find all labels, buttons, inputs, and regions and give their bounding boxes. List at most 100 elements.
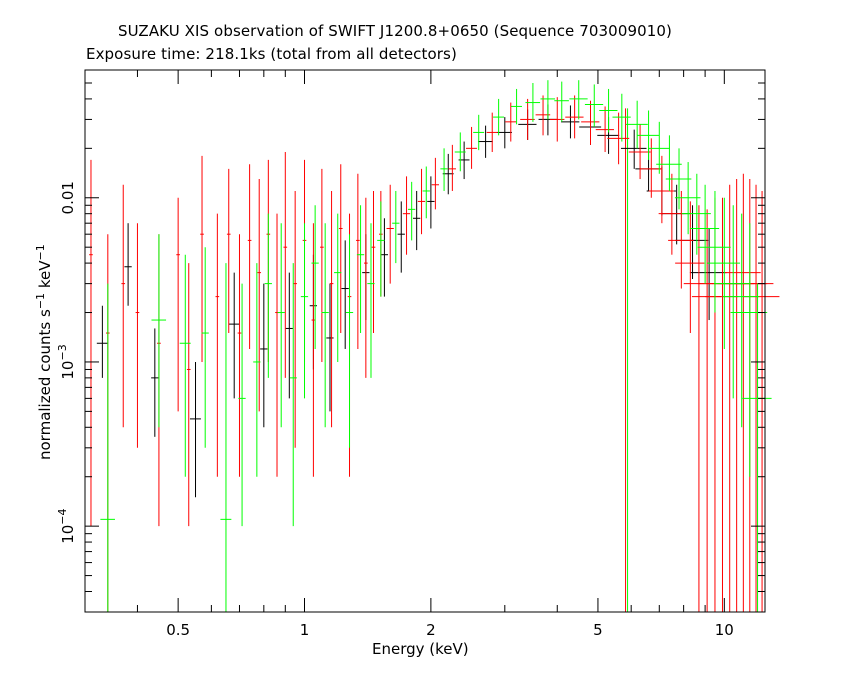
data-point xyxy=(189,361,201,498)
data-point xyxy=(707,197,741,349)
data-point xyxy=(683,205,713,612)
data-point xyxy=(637,110,660,160)
data-point xyxy=(525,83,541,122)
data-point xyxy=(300,223,309,399)
y-axis-label-exp1: −1 xyxy=(34,292,47,310)
data-point xyxy=(253,263,261,477)
data-point xyxy=(681,173,711,255)
y-axis-label-text: normalized counts s xyxy=(36,309,54,460)
data-point xyxy=(176,197,180,412)
data-point xyxy=(326,283,334,412)
data-point xyxy=(742,190,780,612)
data-point xyxy=(321,223,329,428)
data-point xyxy=(367,223,375,378)
data-point xyxy=(648,155,675,224)
data-point xyxy=(201,247,209,448)
data-point xyxy=(505,102,517,142)
data-point xyxy=(540,80,556,120)
data-point xyxy=(334,213,342,362)
data-point xyxy=(595,106,614,152)
data-point xyxy=(712,184,746,612)
data-point xyxy=(412,190,421,251)
data-point xyxy=(612,93,631,142)
data-point xyxy=(338,164,343,334)
chart-title: SUZAKU XIS observation of SWIFT J1200.8+… xyxy=(118,22,672,40)
x-tick-label: 10 xyxy=(715,621,734,639)
data-point xyxy=(397,201,405,273)
y-tick-label: 10−3 xyxy=(56,344,77,379)
x-tick-label: 2 xyxy=(426,621,436,639)
data-point xyxy=(722,213,760,428)
data-point xyxy=(285,272,293,399)
data-point xyxy=(215,213,220,477)
data-point xyxy=(356,205,365,334)
data-point xyxy=(320,168,324,362)
data-point xyxy=(599,88,618,133)
data-point xyxy=(311,205,319,349)
data-point xyxy=(493,98,505,136)
data-point xyxy=(417,168,426,235)
data-point xyxy=(293,190,297,448)
data-point xyxy=(228,272,240,399)
data-point xyxy=(386,184,394,284)
data-point xyxy=(402,176,411,255)
y-axis-label-exp2: −1 xyxy=(34,244,47,261)
data-point xyxy=(511,88,522,125)
data-point xyxy=(661,184,691,245)
data-point xyxy=(561,105,580,139)
series-0 xyxy=(96,104,727,498)
x-tick-label: 0.5 xyxy=(166,621,190,639)
data-point xyxy=(691,209,722,612)
data-point xyxy=(584,84,604,127)
data-point xyxy=(341,240,349,349)
x-axis-label: Energy (keV) xyxy=(372,640,469,658)
data-point xyxy=(656,135,682,191)
y-tick-label: 0.01 xyxy=(59,181,77,214)
data-point xyxy=(289,263,297,527)
x-tick-label: 1 xyxy=(300,621,310,639)
data-point xyxy=(260,283,268,428)
data-point xyxy=(625,100,648,149)
data-point xyxy=(220,263,232,612)
data-point xyxy=(377,201,385,297)
y-tick-label: 10−4 xyxy=(56,508,77,543)
data-point xyxy=(247,164,252,349)
data-point xyxy=(356,173,360,349)
data-point xyxy=(422,166,430,219)
data-point xyxy=(697,197,731,612)
data-point xyxy=(200,155,204,362)
data-point xyxy=(520,98,535,140)
data-point xyxy=(440,148,448,191)
data-point xyxy=(620,129,647,169)
y-axis-label-unit: keV xyxy=(36,260,54,293)
data-point xyxy=(257,179,262,412)
data-point xyxy=(100,283,115,612)
data-point xyxy=(466,126,477,169)
data-point xyxy=(675,201,705,334)
data-point xyxy=(380,218,389,297)
data-point xyxy=(628,124,651,180)
data-point xyxy=(640,138,662,198)
data-point xyxy=(668,190,694,289)
data-point xyxy=(311,223,316,477)
data-point xyxy=(135,223,140,448)
y-axis-label: normalized counts s−1 keV−1 xyxy=(34,244,54,460)
data-point xyxy=(329,190,334,428)
data-point xyxy=(448,144,456,191)
data-point xyxy=(473,114,485,151)
data-point xyxy=(665,148,692,210)
chart-subtitle: Exposure time: 218.1ks (total from all d… xyxy=(86,45,457,63)
data-point xyxy=(554,81,569,122)
axes-ticks: 0.5 1 2 5 10 10−4 10−3 0.01 xyxy=(56,69,765,639)
x-tick-label: 5 xyxy=(593,621,603,639)
data-point xyxy=(697,190,731,313)
data-point xyxy=(364,197,368,378)
data-point xyxy=(264,213,272,378)
data-point xyxy=(607,112,630,165)
data-point xyxy=(486,112,498,152)
data-point xyxy=(454,132,466,172)
data-point xyxy=(648,121,670,174)
data-point xyxy=(724,173,761,612)
data-point xyxy=(689,184,720,284)
